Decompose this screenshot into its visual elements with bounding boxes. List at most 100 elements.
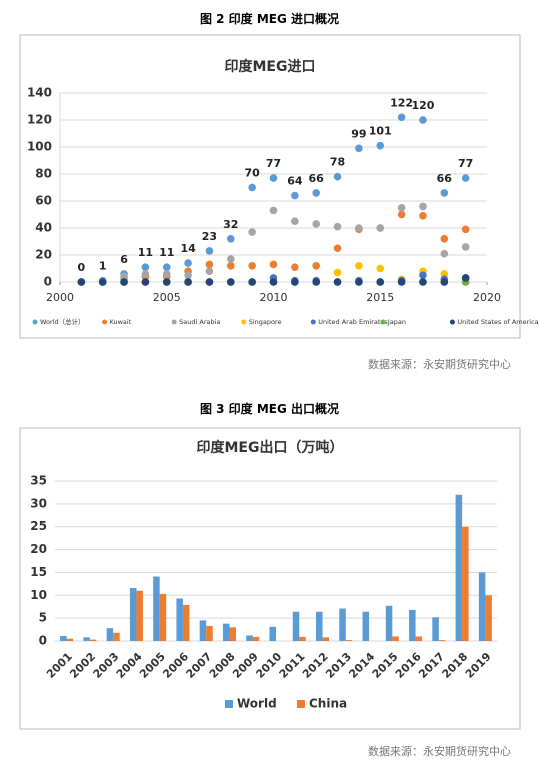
data-label: 1 bbox=[99, 260, 107, 273]
bar bbox=[432, 617, 439, 641]
bar bbox=[322, 637, 330, 641]
scatter-point bbox=[205, 247, 214, 255]
x-tick-label: 2003 bbox=[91, 650, 122, 681]
scatter-point bbox=[440, 235, 449, 243]
x-tick-label: 2015 bbox=[366, 291, 394, 304]
scatter-point bbox=[461, 243, 470, 251]
scatter-point bbox=[227, 255, 235, 263]
y-tick-label: 140 bbox=[27, 86, 52, 100]
bar bbox=[478, 572, 486, 641]
bar bbox=[345, 640, 353, 641]
scatter-point bbox=[269, 174, 278, 182]
legend-label: United Arab Emirates bbox=[318, 318, 388, 326]
figure-source: 数据来源：永安期货研究中心 bbox=[368, 358, 511, 371]
bar bbox=[438, 640, 446, 641]
legend-marker bbox=[297, 700, 305, 708]
legend-label: Singapore bbox=[249, 318, 282, 326]
data-label: 122 bbox=[390, 96, 413, 109]
legend-label: World bbox=[237, 697, 277, 711]
scatter-point bbox=[291, 263, 299, 271]
y-tick-label: 25 bbox=[30, 519, 47, 533]
bar bbox=[385, 605, 393, 641]
scatter-point bbox=[312, 220, 321, 228]
scatter-point bbox=[141, 270, 150, 278]
data-label: 14 bbox=[180, 242, 196, 255]
data-label: 99 bbox=[351, 127, 366, 140]
scatter-point bbox=[269, 278, 278, 286]
data-label: 32 bbox=[223, 218, 238, 231]
legend-label: China bbox=[309, 697, 347, 711]
scatter-point bbox=[461, 274, 470, 282]
scatter-point bbox=[291, 191, 299, 200]
legend-marker bbox=[32, 319, 38, 325]
bar bbox=[222, 623, 230, 641]
scatter-point bbox=[248, 228, 256, 236]
chart-title: 印度MEG出口（万吨） bbox=[197, 439, 344, 456]
bar bbox=[455, 494, 463, 641]
bar bbox=[316, 611, 323, 641]
scatter-point bbox=[227, 235, 235, 243]
y-tick-label: 0 bbox=[39, 634, 47, 648]
scatter-point bbox=[333, 268, 342, 277]
legend-marker bbox=[380, 319, 386, 325]
scatter-point bbox=[376, 224, 385, 232]
data-label: 77 bbox=[458, 157, 473, 170]
x-tick-label: 2017 bbox=[416, 650, 447, 681]
scatter-point bbox=[419, 212, 427, 220]
scatter-point bbox=[312, 262, 321, 270]
bar bbox=[83, 637, 90, 641]
y-tick-label: 100 bbox=[27, 140, 52, 154]
scatter-point bbox=[291, 278, 299, 286]
scatter-point bbox=[419, 116, 427, 124]
bar bbox=[60, 635, 67, 641]
y-tick-label: 0 bbox=[44, 275, 52, 289]
x-tick-label: 2010 bbox=[260, 291, 288, 304]
y-tick-label: 15 bbox=[30, 565, 47, 579]
legend-label: World（总计） bbox=[40, 317, 85, 326]
scatter-point bbox=[419, 278, 427, 286]
y-tick-label: 10 bbox=[30, 588, 47, 602]
data-label: 77 bbox=[266, 157, 281, 170]
x-tick-label: 2007 bbox=[184, 650, 215, 681]
scatter-point bbox=[162, 270, 171, 278]
scatter-point bbox=[355, 278, 363, 286]
scatter-point bbox=[333, 222, 342, 231]
bar bbox=[176, 598, 183, 641]
data-label: 101 bbox=[369, 125, 392, 138]
data-label: 70 bbox=[244, 167, 260, 180]
bar bbox=[182, 604, 190, 641]
bar bbox=[229, 627, 236, 641]
chart-frame bbox=[19, 34, 521, 339]
scatter-point bbox=[227, 278, 235, 286]
y-tick-label: 35 bbox=[30, 474, 47, 488]
data-label: 78 bbox=[330, 156, 345, 169]
legend-label: Kuwait bbox=[110, 318, 132, 326]
scatter-point bbox=[376, 141, 385, 150]
scatter-point bbox=[440, 270, 449, 278]
scatter-point bbox=[440, 189, 449, 197]
bar bbox=[246, 635, 253, 641]
x-tick-label: 2002 bbox=[67, 650, 98, 681]
scatter-point bbox=[184, 259, 192, 267]
x-tick-label: 2018 bbox=[440, 650, 471, 681]
bar bbox=[392, 636, 399, 641]
scatter-point bbox=[440, 278, 449, 286]
scatter-point bbox=[291, 217, 299, 226]
scatter-point bbox=[141, 278, 150, 286]
scatter-point bbox=[397, 278, 406, 286]
bar bbox=[252, 636, 260, 641]
scatter-point bbox=[248, 183, 256, 192]
bar bbox=[199, 620, 207, 641]
x-tick-label: 2000 bbox=[46, 291, 74, 304]
x-tick-label: 2019 bbox=[463, 650, 494, 681]
scatter-point bbox=[205, 260, 214, 269]
bar bbox=[129, 587, 137, 641]
y-tick-label: 120 bbox=[27, 113, 52, 127]
bar bbox=[292, 611, 300, 641]
y-tick-label: 60 bbox=[35, 194, 52, 208]
bar bbox=[269, 626, 276, 641]
y-tick-label: 5 bbox=[39, 611, 47, 625]
y-tick-label: 20 bbox=[35, 248, 52, 262]
scatter-point bbox=[440, 249, 449, 258]
